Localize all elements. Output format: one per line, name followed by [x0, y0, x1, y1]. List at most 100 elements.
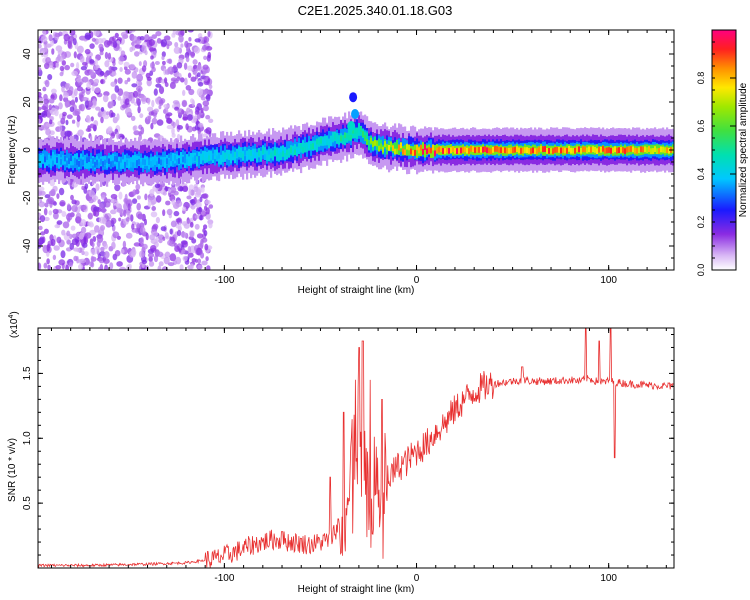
heatmap-cell: [193, 196, 197, 204]
heatmap-cell: [100, 158, 103, 165]
heatmap-cell: [120, 31, 128, 37]
heatmap-cell: [89, 43, 95, 49]
heatmap-cell: [88, 159, 91, 169]
heatmap-cell: [176, 230, 182, 237]
heatmap-cell: [416, 148, 419, 158]
heatmap-cell: [234, 151, 237, 158]
snr-panel: -100 0 100 0.5 1.0 1.5 Height of straight lin…: [7, 311, 675, 595]
heatmap-cell: [200, 158, 203, 165]
heatmap-cell: [185, 85, 192, 91]
heatmap-cell: [127, 111, 133, 116]
heatmap-cell: [157, 265, 162, 270]
heatmap-cell: [152, 231, 159, 237]
heatmap-cell: [152, 159, 155, 166]
heatmap-cell: [78, 104, 83, 111]
x-tick-label: 0: [414, 275, 420, 286]
heatmap-cell: [178, 158, 181, 164]
heatmap-cell: [146, 159, 149, 166]
heatmap-cell: [144, 193, 148, 201]
heatmap-cell: [197, 64, 202, 72]
y-tick-label: -20: [22, 190, 33, 205]
heatmap-cell: [204, 205, 208, 211]
heatmap-cell: [636, 148, 639, 154]
heatmap-cell: [616, 147, 619, 154]
heatmap-cell: [208, 155, 211, 162]
heatmap-cell: [300, 143, 303, 150]
heatmap-cell: [278, 151, 281, 161]
heatmap-cell: [86, 159, 89, 170]
heatmap-cell: [72, 110, 80, 116]
heatmap-cell: [364, 135, 367, 142]
heatmap-cell: [166, 124, 173, 130]
heatmap-cell: [48, 34, 53, 42]
heatmap-cell: [132, 189, 137, 196]
heatmap-cell: [594, 147, 597, 153]
x-tick-label: 0: [414, 573, 420, 584]
heatmap-cell: [103, 251, 110, 259]
heatmap-cell: [202, 64, 209, 70]
heatmap-cell: [408, 145, 411, 156]
heatmap-cell: [316, 138, 319, 145]
heatmap-cell: [53, 212, 59, 220]
heatmap-cell: [190, 76, 197, 82]
y-tick-label: 40: [22, 48, 33, 60]
heatmap-cell: [112, 160, 115, 167]
heatmap-cell: [180, 231, 187, 238]
heatmap-cell: [390, 141, 393, 148]
heatmap-cell: [450, 147, 453, 154]
heatmap-cell: [105, 111, 110, 116]
heatmap-cell: [266, 150, 269, 157]
heatmap-cell: [368, 140, 371, 146]
heatmap-cell: [622, 147, 625, 153]
heatmap-cell: [174, 42, 179, 48]
heatmap-cell: [188, 188, 192, 197]
heatmap-cell: [131, 83, 138, 88]
heatmap-cell: [194, 38, 201, 43]
heatmap-cell: [119, 67, 123, 72]
heatmap-cell: [122, 240, 127, 249]
x-tick-label: 100: [600, 275, 617, 286]
heatmap-cell: [69, 177, 73, 186]
heatmap-cell: [208, 222, 213, 229]
heatmap-cell: [101, 194, 106, 200]
heatmap-cell: [198, 156, 201, 162]
heatmap-cell: [38, 186, 45, 192]
heatmap-cell: [492, 147, 495, 153]
heatmap-cell: [123, 202, 129, 211]
heatmap-cell: [69, 233, 73, 240]
heatmap-cell: [349, 92, 358, 103]
heatmap-cell: [242, 153, 245, 160]
heatmap-cell: [150, 122, 154, 130]
heatmap-cell: [44, 156, 47, 163]
heatmap-cell: [95, 183, 100, 191]
heatmap-cell: [46, 110, 51, 117]
heatmap-cell: [226, 150, 229, 157]
heatmap-cell: [554, 147, 557, 153]
heatmap-cell: [103, 114, 110, 120]
heatmap-cell: [186, 219, 191, 224]
heatmap-cell: [94, 225, 100, 233]
heatmap-cell: [618, 147, 621, 153]
heatmap-cell: [151, 117, 158, 125]
heatmap-cell: [195, 201, 202, 209]
heatmap-cell: [298, 143, 301, 153]
heatmap-cell: [172, 121, 176, 129]
heatmap-cell: [114, 250, 121, 257]
heatmap-cell: [112, 41, 118, 48]
heatmap-cell: [254, 152, 257, 159]
heatmap-cell: [212, 154, 215, 160]
heatmap-cell: [220, 145, 223, 161]
heatmap-cell: [156, 119, 164, 126]
heatmap-cell: [167, 67, 171, 75]
heatmap-cell: [76, 62, 80, 70]
heatmap-cell: [52, 151, 55, 162]
heatmap-cell: [342, 135, 345, 142]
heatmap-cell: [80, 153, 83, 163]
heatmap-cell: [582, 146, 585, 153]
heatmap-cell: [139, 250, 145, 258]
heatmap-cell: [45, 57, 51, 64]
heatmap-cell: [572, 147, 575, 154]
heatmap-cell: [151, 206, 156, 211]
heatmap-cell: [424, 144, 427, 150]
heatmap-cell: [236, 151, 239, 158]
